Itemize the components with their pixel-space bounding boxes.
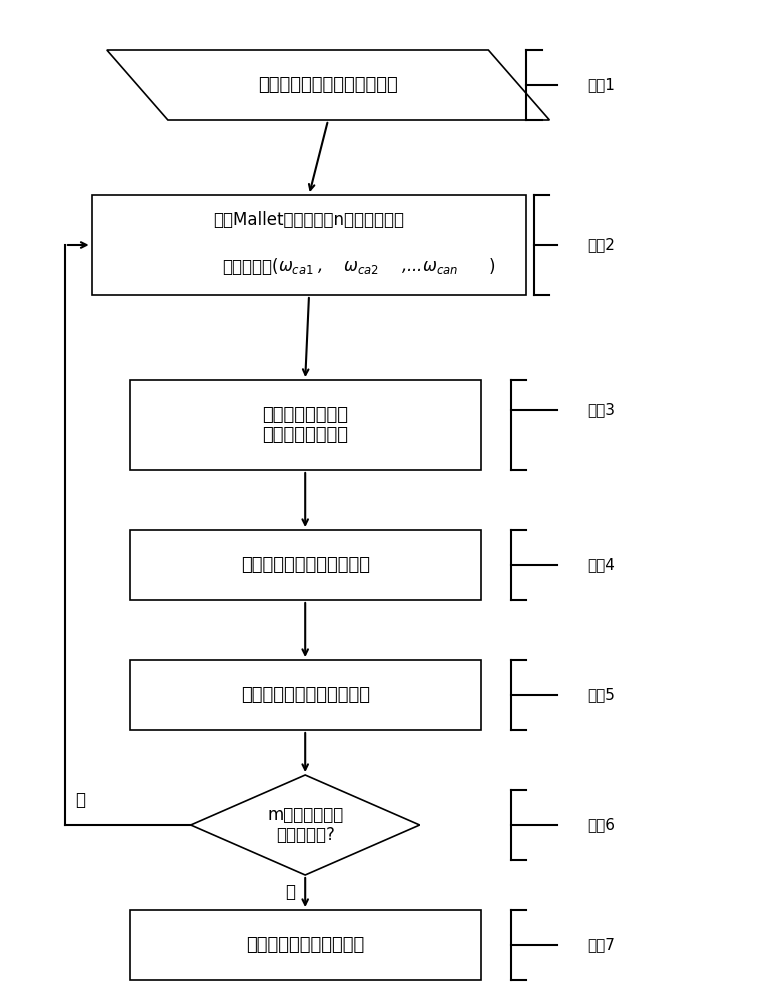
Text: 次同步振荡告警判断和处理: 次同步振荡告警判断和处理: [240, 556, 370, 574]
FancyBboxPatch shape: [92, 195, 526, 295]
FancyBboxPatch shape: [130, 910, 481, 980]
Text: 步骤7: 步骤7: [588, 938, 616, 952]
Text: 步骤1: 步骤1: [588, 78, 616, 93]
Text: 采用Mallet算法计算出n个非额定转速: 采用Mallet算法计算出n个非额定转速: [214, 211, 404, 229]
Text: ,    $\omega_{ca2}$: , $\omega_{ca2}$: [317, 258, 378, 276]
Text: 步骤5: 步骤5: [588, 688, 616, 702]
FancyBboxPatch shape: [130, 660, 481, 730]
Text: m个次同步振荡
频率处理完?: m个次同步振荡 频率处理完?: [267, 806, 343, 844]
Text: 的风机转速(: 的风机转速(: [222, 258, 278, 276]
Text: 步骤4: 步骤4: [588, 558, 616, 572]
Text: 是: 是: [285, 884, 295, 902]
Text: $\omega_{ca1}$: $\omega_{ca1}$: [278, 258, 314, 276]
Text: 步骤2: 步骤2: [588, 237, 616, 252]
Text: 步骤3: 步骤3: [588, 402, 616, 418]
FancyBboxPatch shape: [130, 380, 481, 470]
FancyBboxPatch shape: [130, 530, 481, 600]
Text: 获取次同步振荡的离线定值组: 获取次同步振荡的离线定值组: [258, 76, 398, 94]
Text: 输出次同步振荡详细信息: 输出次同步振荡详细信息: [246, 936, 364, 954]
Text: 次同步振荡动作处理和处理: 次同步振荡动作处理和处理: [240, 686, 370, 704]
Text: 筛选检测中是否存
在次同步振荡频率: 筛选检测中是否存 在次同步振荡频率: [262, 406, 348, 444]
Text: ): ): [488, 258, 495, 276]
Polygon shape: [107, 50, 549, 120]
Polygon shape: [191, 775, 420, 875]
Text: ,...$\omega_{can}$: ,...$\omega_{can}$: [401, 258, 458, 276]
Text: 步骤6: 步骤6: [588, 818, 616, 832]
Text: 否: 否: [75, 791, 85, 809]
